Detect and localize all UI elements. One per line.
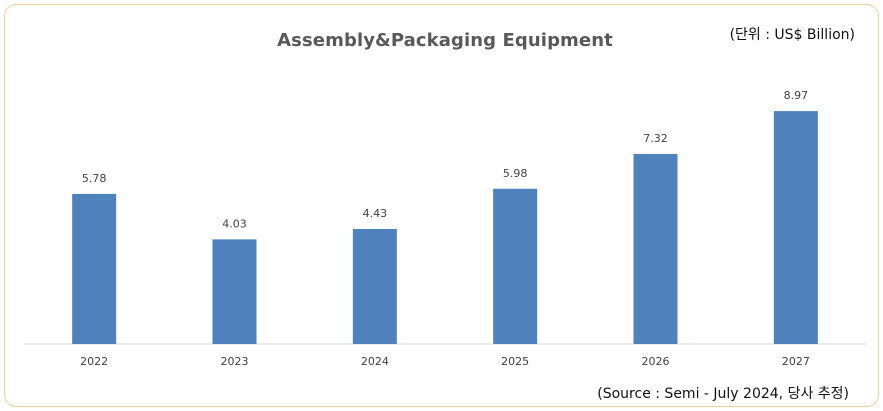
x-tick-labels-group: 2022 2023 2024 2025 2026 2027 bbox=[80, 355, 810, 368]
chart-title: Assembly&Packaging Equipment bbox=[277, 30, 613, 51]
chart-frame bbox=[4, 4, 879, 407]
x-tick-label-2026: 2026 bbox=[642, 355, 670, 368]
bars-group bbox=[72, 111, 818, 344]
unit-note: (단위 : US$ Billion) bbox=[729, 27, 855, 43]
bar-2025 bbox=[493, 188, 538, 344]
x-tick-label-2024: 2024 bbox=[361, 355, 389, 368]
value-labels-group: 5.78 4.03 4.43 5.98 7.32 8.97 bbox=[82, 89, 808, 230]
x-tick-label-2025: 2025 bbox=[501, 355, 529, 368]
value-label-2025: 5.98 bbox=[503, 167, 528, 180]
x-tick-label-2023: 2023 bbox=[221, 355, 249, 368]
value-label-2023: 4.03 bbox=[222, 217, 247, 230]
bar-2027 bbox=[773, 111, 818, 344]
bar-2026 bbox=[633, 153, 678, 344]
x-tick-label-2022: 2022 bbox=[80, 355, 108, 368]
value-label-2022: 5.78 bbox=[82, 172, 107, 185]
bar-2022 bbox=[72, 193, 117, 344]
x-tick-label-2027: 2027 bbox=[782, 355, 810, 368]
source-note: (Source : Semi - July 2024, 당사 추정) bbox=[597, 386, 849, 402]
value-label-2026: 7.32 bbox=[643, 132, 668, 145]
value-label-2024: 4.43 bbox=[363, 207, 388, 220]
bar-2024 bbox=[352, 228, 397, 344]
value-label-2027: 8.97 bbox=[784, 89, 809, 102]
bar-2023 bbox=[212, 239, 257, 344]
